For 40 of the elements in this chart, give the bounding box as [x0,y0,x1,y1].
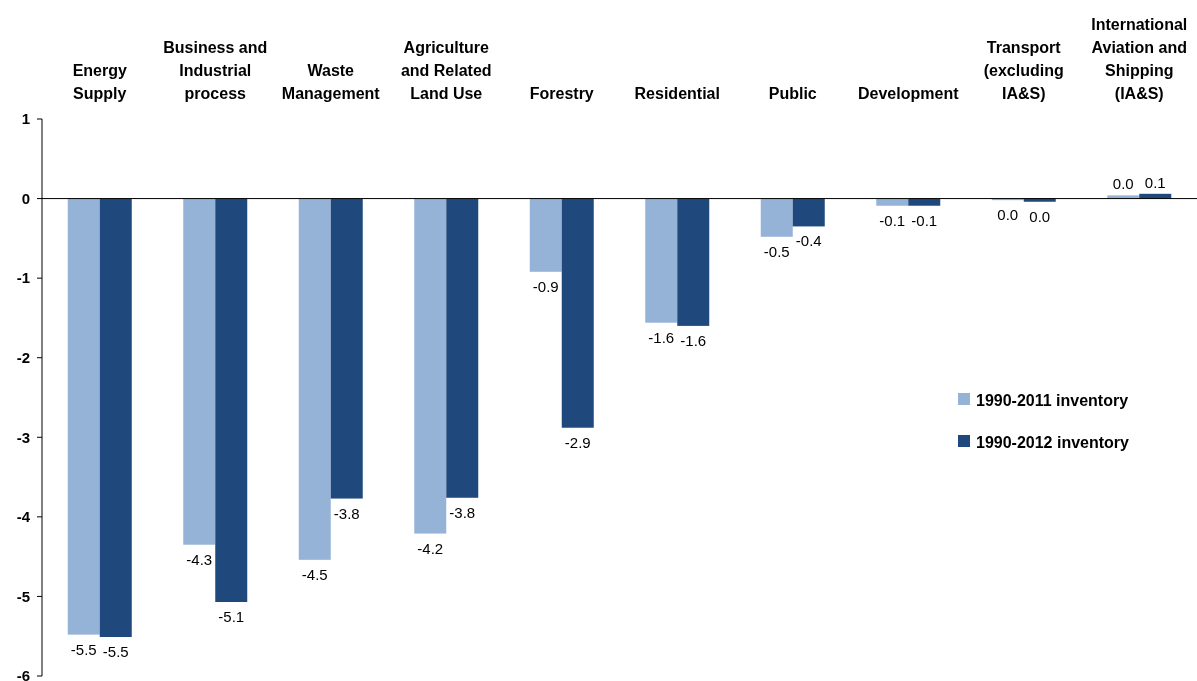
y-tick-label: 0 [21,189,30,207]
data-label: 0.0 [1029,207,1051,225]
y-tick-label: -4 [16,508,31,526]
data-label: -0.1 [879,211,906,229]
x-tick-label: Residential [634,85,720,102]
data-label: -3.8 [449,503,476,521]
data-label: -5.5 [102,643,129,661]
data-label: -1.6 [680,331,707,349]
legend-label: 1990-2011 inventory [976,391,1129,409]
x-tick-label: Public [768,85,817,102]
data-label: -4.5 [301,565,328,583]
data-label: -3.8 [333,504,360,522]
y-tick-label: -1 [16,269,30,287]
data-label: -0.4 [795,232,822,250]
data-label: -0.5 [763,242,790,260]
data-label: -4.3 [186,550,213,568]
y-tick-label: 1 [21,110,30,128]
x-tick-label: Forestry [529,85,594,102]
data-label: 0.0 [997,206,1019,224]
y-tick-label: -2 [16,348,30,366]
x-tick-label: Energy Supply [72,62,127,102]
data-label: -0.9 [532,277,559,295]
data-label: -0.1 [911,211,938,229]
x-tick-label: Agriculture and Related Land Use [400,39,492,102]
data-label: 0.1 [1144,173,1166,191]
data-label: 0.0 [1112,175,1134,193]
x-tick-label: Business and Industrial process [163,39,268,102]
x-tick-label: Transport (excluding IA&S) [983,39,1064,102]
data-label: -1.6 [648,328,675,346]
data-label: -4.2 [417,539,444,557]
y-tick-label: -3 [16,428,30,446]
data-label: -5.1 [218,608,245,625]
legend-label: 1990-2012 inventory [976,433,1130,451]
x-tick-label: International Aviation and Shipping (IA&S) [1091,16,1188,102]
x-tick-label: Development [858,85,960,102]
data-label: -5.5 [70,640,97,658]
data-label: -2.9 [564,433,591,451]
y-tick-label: -6 [16,667,30,681]
y-tick-label: -5 [16,587,30,605]
x-tick-label: Waste Management [281,62,381,102]
